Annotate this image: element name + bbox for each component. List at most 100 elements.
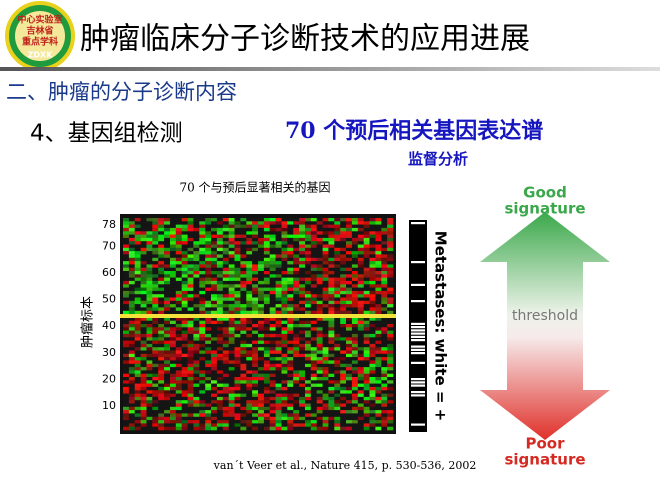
heatmap-cell: [310, 423, 317, 427]
heatmap-cell: [187, 406, 194, 411]
heatmap-cell: [328, 386, 335, 391]
heatmap-cell: [128, 280, 136, 285]
heatmap-cell: [340, 347, 347, 351]
heatmap-cell: [146, 320, 153, 325]
heatmap-cell: [211, 343, 218, 348]
heatmap-cell: [357, 237, 364, 242]
heatmap-cell: [140, 247, 147, 252]
heatmap-cell: [305, 416, 312, 421]
heatmap-cell: [346, 224, 353, 229]
heatmap-cell: [181, 227, 188, 232]
heatmap-cell: [281, 403, 288, 408]
heatmap-cell: [387, 287, 394, 292]
heatmap-cell: [123, 234, 130, 239]
heatmap-cell: [128, 237, 136, 242]
heatmap-cell: [328, 380, 335, 384]
heatmap-cell: [322, 300, 329, 305]
heatmap-cell: [170, 380, 177, 384]
heatmap-cell: [387, 360, 394, 364]
heatmap-cell: [258, 330, 265, 335]
heatmap-cell: [293, 254, 300, 258]
heatmap-cell: [281, 224, 288, 229]
heatmap-cell: [357, 383, 364, 388]
heatmap-cell: [263, 304, 271, 308]
heatmap-cell: [123, 264, 130, 268]
heatmap-cell: [363, 218, 370, 222]
heatmap-cell: [222, 231, 229, 235]
logo-inner: [15, 11, 65, 61]
heatmap-cell: [246, 277, 253, 282]
heatmap-cell: [181, 254, 188, 258]
heatmap-cell: [328, 377, 335, 381]
heatmap-cell: [246, 357, 253, 361]
heatmap-cell: [263, 274, 271, 278]
heatmap-cell: [181, 290, 188, 295]
heatmap-cell: [187, 287, 194, 292]
heatmap-cell: [375, 367, 382, 371]
heatmap-cell: [322, 343, 329, 348]
heatmap-cell: [387, 218, 394, 222]
heatmap-cell: [340, 413, 347, 417]
heatmap-cell: [246, 231, 253, 235]
heatmap-cell: [252, 426, 259, 431]
heatmap-cell: [175, 244, 182, 249]
heatmap-cell: [175, 416, 182, 421]
heatmap-cell: [175, 347, 182, 351]
heatmap-cell: [316, 247, 323, 252]
heatmap-cell: [281, 324, 288, 328]
heatmap-cell: [340, 357, 347, 361]
heatmap-cell: [175, 413, 182, 417]
heatmap-cell: [193, 403, 200, 408]
heatmap-cell: [351, 390, 359, 394]
heatmap-cell: [287, 353, 294, 358]
heatmap-cell: [316, 277, 323, 282]
heatmap-cell: [222, 393, 229, 398]
heatmap-cell: [164, 426, 171, 431]
heatmap-cell: [228, 386, 235, 391]
heatmap-cell: [216, 304, 224, 308]
heatmap-cell: [375, 307, 382, 311]
heatmap-cell: [222, 294, 229, 298]
heatmap-cell: [146, 400, 153, 404]
heatmap-cell: [234, 218, 241, 222]
heatmap-cell: [205, 367, 212, 371]
heatmap-cell: [293, 333, 300, 338]
heatmap-cell: [346, 271, 353, 275]
heatmap-cell: [328, 294, 335, 298]
heatmap-cell: [152, 357, 159, 361]
heatmap-cell: [252, 317, 259, 321]
heatmap-cell: [199, 224, 206, 229]
heatmap-cell: [263, 357, 271, 361]
heatmap-cell: [258, 420, 265, 424]
heatmap-cell: [381, 317, 388, 321]
heatmap-cell: [240, 300, 247, 305]
heatmap-cell: [164, 247, 171, 252]
heatmap-cell: [164, 367, 171, 371]
heatmap-cell: [140, 360, 147, 364]
heatmap-cell: [146, 396, 153, 401]
heatmap-cell: [299, 347, 306, 351]
heatmap-cell: [287, 423, 294, 427]
heatmap-cell: [240, 244, 247, 249]
heatmap-cell: [128, 274, 136, 278]
heatmap-cell: [269, 290, 276, 295]
heatmap-cell: [375, 251, 382, 255]
heatmap-cell: [146, 324, 153, 328]
heatmap-cell: [293, 241, 300, 245]
heatmap-cell: [293, 231, 300, 235]
heatmap-cell: [375, 337, 382, 341]
heatmap-cell: [387, 257, 394, 262]
heatmap-cell: [263, 373, 271, 378]
heatmap-cell: [134, 287, 141, 292]
heatmap-cell: [140, 350, 147, 355]
heatmap-cell: [128, 244, 136, 249]
heatmap-cell: [181, 327, 188, 331]
heatmap-cell: [199, 343, 206, 348]
heatmap-cell: [175, 400, 182, 404]
heatmap-cell: [181, 277, 188, 282]
heatmap-cell: [281, 386, 288, 391]
heatmap-cell: [310, 416, 317, 421]
heatmap-cell: [363, 353, 370, 358]
heatmap-cell: [170, 357, 177, 361]
heatmap-cell: [346, 423, 353, 427]
